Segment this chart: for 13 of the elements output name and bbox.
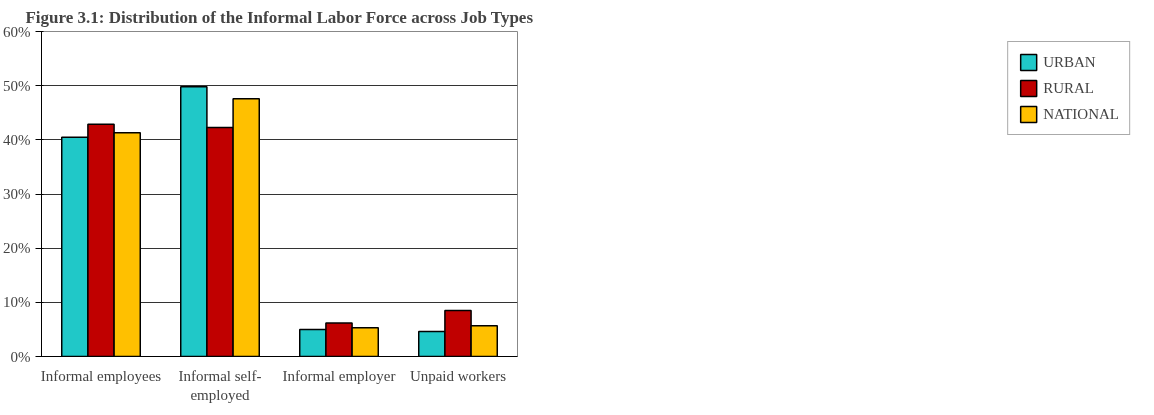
y-tick-label: 20%: [3, 240, 31, 257]
x-tick-label: Informal employees: [40, 367, 162, 384]
y-tick-label: 40%: [3, 131, 31, 148]
y-tick-label: 30%: [3, 186, 31, 202]
y-tick-label: 50%: [3, 77, 31, 94]
x-tick-label: Informal employer: [282, 367, 396, 384]
legend-label: RURAL: [1043, 79, 1095, 97]
legend-label: NATIONAL: [1043, 105, 1119, 123]
y-tick-label: 10%: [3, 294, 31, 311]
x-tick-label: Unpaid workers: [409, 367, 507, 384]
legend-label: URBAN: [1043, 53, 1096, 71]
y-tick-label: 0%: [10, 348, 31, 365]
x-tick-label: Informal self-employed: [178, 367, 262, 403]
